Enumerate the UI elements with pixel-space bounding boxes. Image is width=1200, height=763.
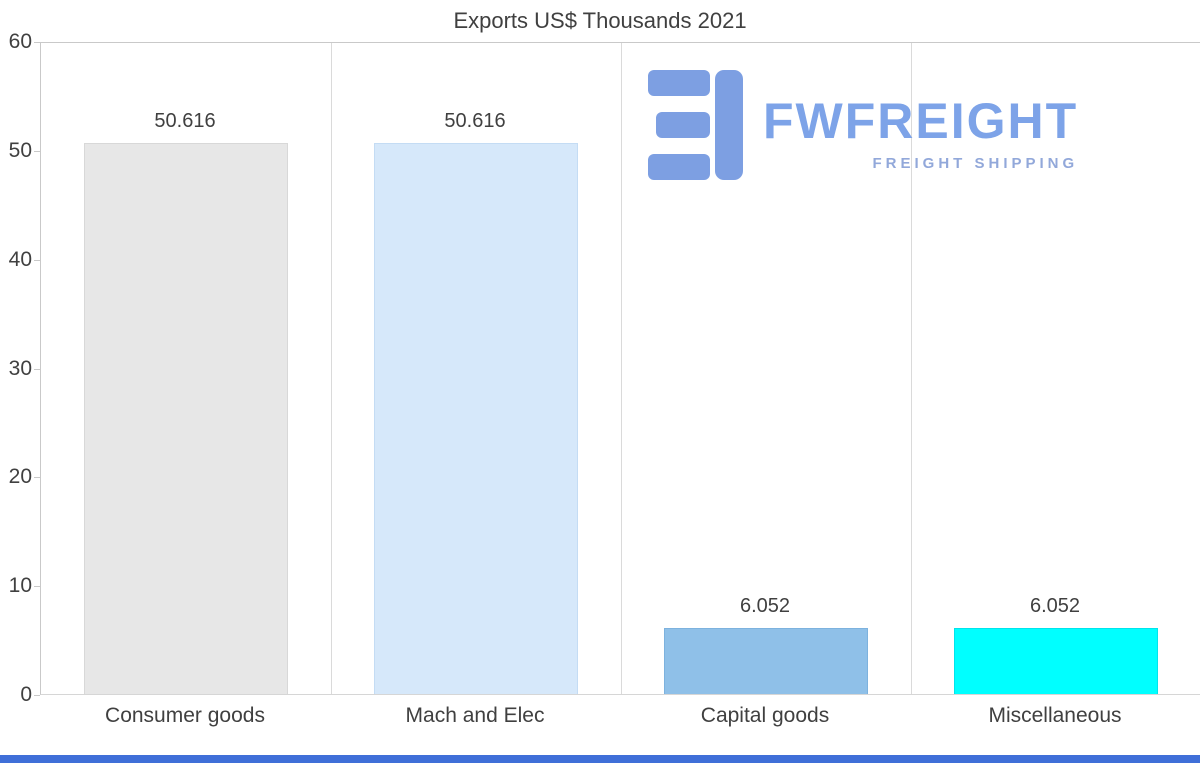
gridline [911,43,912,694]
y-axis-tick-label: 60 [8,30,32,53]
bar-value-label: 6.052 [1029,595,1081,618]
brand-name: FWFREIGHT [763,93,1079,149]
bar-miscellaneous [954,628,1158,694]
x-axis-category-label: Mach and Elec [405,704,545,727]
fwfreight-watermark: FWFREIGHT FREIGHT SHIPPING [648,70,1078,180]
footer-accent-bar [0,755,1200,763]
y-axis-tick-mark [34,368,40,370]
brand-tagline: FREIGHT SHIPPING [872,155,1079,172]
plot-area [40,42,1200,695]
logo-bottom-bar [648,154,710,180]
logo-text: FWFREIGHT FREIGHT SHIPPING [763,96,1078,172]
x-axis-category-label: Capital goods [700,704,830,727]
x-axis-category-label: Consumer goods [105,704,265,727]
fwfreight-logo-icon [648,70,743,180]
bar-value-label: 50.616 [444,110,506,133]
gridline [331,43,332,694]
bar-capital-goods [664,628,868,694]
y-axis-tick-mark [34,477,40,479]
y-axis-tick-mark [34,259,40,261]
y-axis-tick-label: 50 [8,138,32,162]
y-axis-tick-label: 40 [8,247,32,271]
y-axis-tick-mark [34,586,40,588]
y-axis-tick-label: 10 [8,574,32,598]
bar-mach-and-elec [374,143,578,694]
y-axis-tick-label: 0 [20,683,32,706]
x-axis-category-label: Miscellaneous [988,704,1122,727]
chart-title: Exports US$ Thousands 2021 [453,8,747,33]
y-axis-tick-mark [34,695,40,696]
y-axis-tick-mark [34,150,40,152]
y-axis-tick-label: 20 [8,465,32,489]
y-axis-tick-mark [34,42,40,43]
bar-value-label: 6.052 [739,595,791,618]
bar-consumer-goods [84,143,288,694]
logo-vertical-bar [715,70,743,180]
logo-middle-bar [656,112,710,138]
gridline [621,43,622,694]
logo-top-bar [648,70,710,96]
bar-value-label: 50.616 [154,110,216,133]
y-axis-tick-label: 30 [8,356,32,380]
